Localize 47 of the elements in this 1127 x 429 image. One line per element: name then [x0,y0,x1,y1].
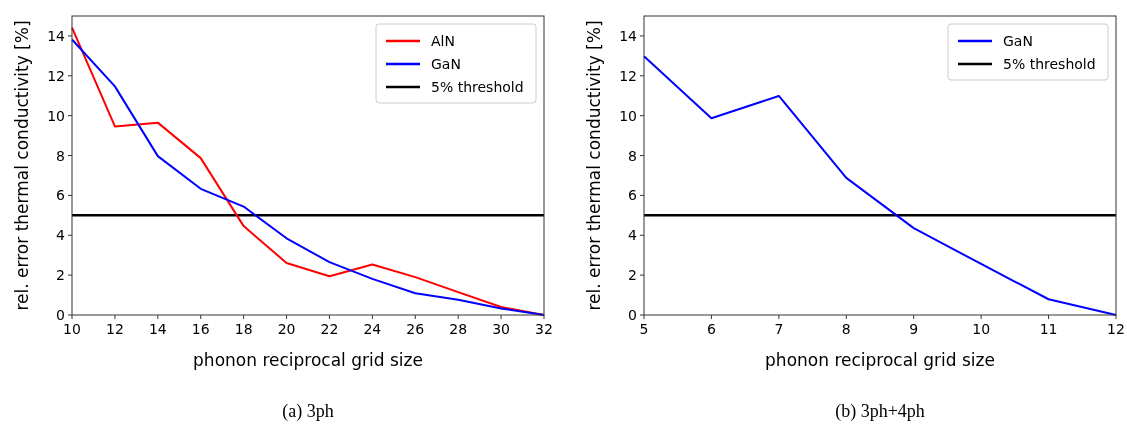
legend-label: GaN [431,56,461,72]
x-tick-label: 11 [1039,321,1058,337]
y-tick-label: 8 [628,147,637,164]
x-tick-label: 5 [639,321,649,337]
x-tick-label: 28 [449,321,468,337]
x-axis-title: phonon reciprocal grid size [193,350,423,370]
y-tick-label: 0 [628,307,637,323]
y-tick-label: 10 [47,107,65,124]
x-tick-label: 10 [972,321,991,337]
x-tick-label: 24 [363,321,382,337]
text: (b) 3ph+4ph [835,401,925,422]
y-tick-label: 0 [56,307,65,323]
y-tick-label: 12 [47,67,65,84]
x-tick-label: 26 [406,321,425,337]
y-tick-label: 14 [47,27,66,44]
x-tick-label: 14 [148,321,167,337]
x-tick-label: 30 [492,321,510,337]
y-tick-label: 8 [56,147,65,164]
legend-label: AlN [431,33,455,49]
x-tick-label: 20 [277,321,296,337]
legend-label: GaN [1003,33,1033,49]
y-tick-label: 2 [56,267,65,284]
y-tick-label: 6 [56,187,66,204]
x-tick-label: 9 [909,321,919,337]
y-tick-label: 12 [619,67,637,84]
y-tick-label: 4 [56,227,66,244]
x-tick-label: 22 [320,321,339,337]
y-tick-label: 6 [628,187,638,204]
x-tick-label: 12 [1107,321,1125,337]
x-tick-label: 32 [535,321,553,337]
x-tick-label: 16 [191,321,210,337]
x-tick-label: 12 [106,321,124,337]
legend-label: 5% threshold [431,79,524,95]
legend-label: 5% threshold [1003,56,1096,72]
x-tick-label: 7 [774,321,784,337]
x-tick-label: 8 [841,321,851,337]
y-tick-label: 14 [619,27,638,44]
y-axis-title: rel. error thermal conductivity [%] [12,20,32,311]
text: (a) 3ph [282,401,334,422]
y-axis-title: rel. error thermal conductivity [%] [584,20,604,311]
y-tick-label: 2 [628,267,637,284]
x-tick-label: 18 [234,321,253,337]
y-tick-label: 4 [628,227,638,244]
x-tick-label: 6 [706,321,716,337]
y-tick-label: 10 [619,107,637,124]
x-axis-title: phonon reciprocal grid size [765,350,995,370]
line-series [643,55,1117,316]
